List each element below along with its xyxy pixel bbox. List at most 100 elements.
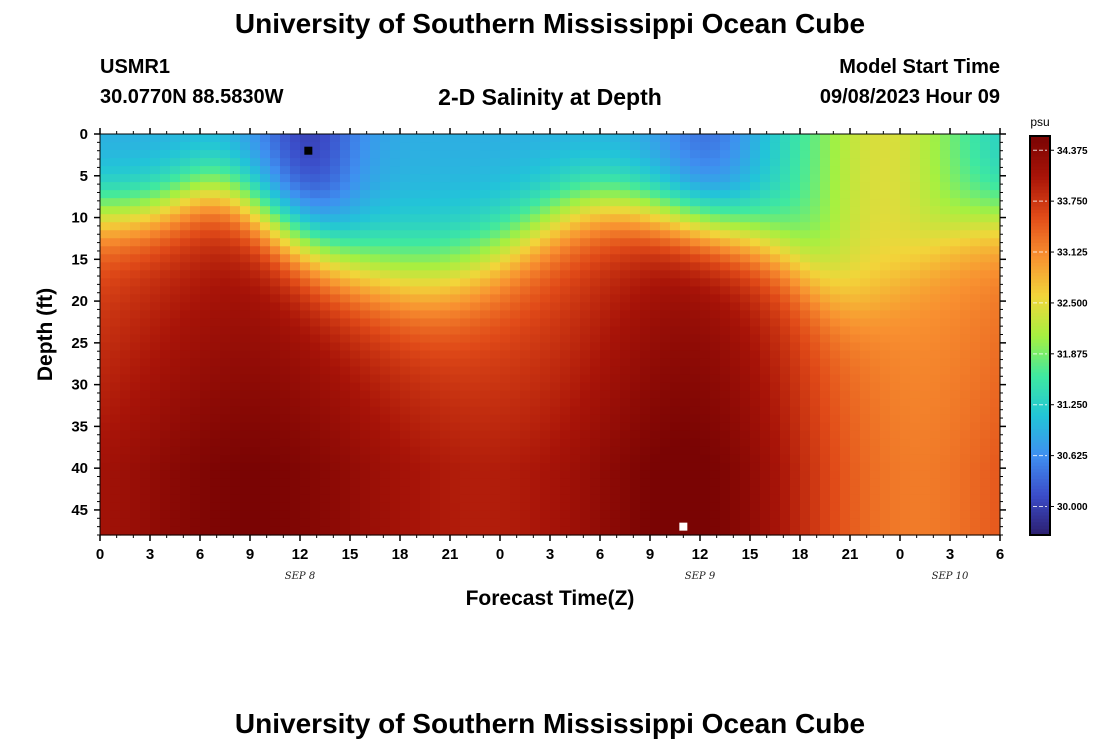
heatmap-cell xyxy=(290,166,301,175)
heatmap-cell xyxy=(690,206,701,215)
heatmap-cell xyxy=(960,350,971,360)
heatmap-cell xyxy=(410,318,421,328)
heatmap-cell xyxy=(210,238,221,247)
heatmap-cell xyxy=(920,326,931,336)
heatmap-cell xyxy=(190,406,201,416)
heatmap-cell xyxy=(870,430,881,440)
heatmap-cell xyxy=(420,494,431,504)
heatmap-cell xyxy=(580,262,591,271)
heatmap-cell xyxy=(150,422,161,432)
heatmap-cell xyxy=(880,374,891,384)
heatmap-cell xyxy=(210,414,221,424)
heatmap-cell xyxy=(730,406,741,416)
heatmap-cell xyxy=(580,158,591,167)
heatmap-cell xyxy=(230,422,241,432)
heatmap-cell xyxy=(660,174,671,183)
heatmap-cell xyxy=(210,382,221,392)
heatmap-cell xyxy=(240,446,251,456)
heatmap-cell xyxy=(320,390,331,400)
heatmap-cell xyxy=(670,254,681,263)
heatmap-cell xyxy=(560,158,571,167)
heatmap-cell xyxy=(480,134,491,143)
heatmap-cell xyxy=(720,158,731,167)
heatmap-cell xyxy=(120,158,131,167)
heatmap-cell xyxy=(920,374,931,384)
heatmap-cell xyxy=(800,278,811,287)
heatmap-cell xyxy=(120,150,131,159)
heatmap-cell xyxy=(380,134,391,143)
colorbar-strip xyxy=(1030,288,1050,293)
heatmap-cell xyxy=(400,142,411,151)
heatmap-cell xyxy=(610,438,621,448)
heatmap-cell xyxy=(550,422,561,432)
heatmap-cell xyxy=(830,270,841,279)
heatmap-cell xyxy=(750,350,761,360)
heatmap-cell xyxy=(850,294,861,304)
heatmap-cell xyxy=(490,134,501,143)
heatmap-cell xyxy=(890,254,901,263)
heatmap-cell xyxy=(440,382,451,392)
heatmap-cell xyxy=(290,510,301,520)
heatmap-cell xyxy=(290,278,301,287)
heatmap-cell xyxy=(840,366,851,376)
heatmap-cell xyxy=(130,526,141,536)
heatmap-cell xyxy=(710,446,721,456)
heatmap-cell xyxy=(390,358,401,368)
heatmap-cell xyxy=(430,382,441,392)
heatmap-cell xyxy=(680,462,691,472)
heatmap-cell xyxy=(370,254,381,263)
heatmap-cell xyxy=(610,334,621,344)
heatmap-cell xyxy=(150,230,161,239)
heatmap-cell xyxy=(920,206,931,215)
heatmap-cell xyxy=(130,254,141,263)
heatmap-cell xyxy=(920,150,931,159)
heatmap-cell xyxy=(700,142,711,151)
heatmap-cell xyxy=(740,334,751,344)
heatmap-cell xyxy=(830,254,841,263)
heatmap-cell xyxy=(310,254,321,263)
heatmap-cell xyxy=(300,158,311,167)
heatmap-cell xyxy=(700,382,711,392)
heatmap-cell xyxy=(490,318,501,328)
heatmap-cell xyxy=(640,486,651,496)
heatmap-cell xyxy=(780,382,791,392)
heatmap-cell xyxy=(770,398,781,408)
heatmap-cell xyxy=(790,454,801,464)
heatmap-cell xyxy=(310,134,321,143)
heatmap-cell xyxy=(300,198,311,207)
heatmap-cell xyxy=(930,150,941,159)
heatmap-cell xyxy=(800,270,811,279)
heatmap-cell xyxy=(590,326,601,336)
heatmap-cell xyxy=(850,406,861,416)
heatmap-cell xyxy=(580,494,591,504)
heatmap-cell xyxy=(650,374,661,384)
heatmap-cell xyxy=(900,350,911,360)
heatmap-cell xyxy=(500,310,511,320)
heatmap-cell xyxy=(400,270,411,279)
heatmap-cell xyxy=(490,350,501,360)
heatmap-cell xyxy=(990,358,1001,368)
heatmap-cell xyxy=(600,430,611,440)
heatmap-cell xyxy=(940,510,951,520)
heatmap-cell xyxy=(980,374,991,384)
heatmap-cell xyxy=(720,198,731,207)
heatmap-cell xyxy=(730,494,741,504)
heatmap-cell xyxy=(520,230,531,239)
heatmap-cell xyxy=(320,478,331,488)
heatmap-cell xyxy=(240,414,251,424)
heatmap-cell xyxy=(210,254,221,263)
heatmap-cell xyxy=(820,414,831,424)
heatmap-cell xyxy=(140,358,151,368)
heatmap-cell xyxy=(230,510,241,520)
heatmap-cell xyxy=(410,422,421,432)
heatmap-cell xyxy=(820,326,831,336)
heatmap-cell xyxy=(350,414,361,424)
heatmap-cell xyxy=(390,286,401,295)
heatmap-cell xyxy=(780,470,791,480)
heatmap-cell xyxy=(790,526,801,536)
heatmap-cell xyxy=(600,406,611,416)
heatmap-cell xyxy=(510,510,521,520)
heatmap-cell xyxy=(270,366,281,376)
colorbar-strip xyxy=(1030,348,1050,353)
heatmap-cell xyxy=(370,310,381,320)
